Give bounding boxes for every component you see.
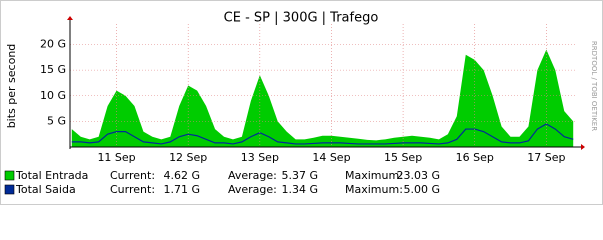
legend-label: Total Entrada [15,169,88,182]
stat-name: Maximum: [345,183,403,196]
y-tick-label: 20 G [40,38,66,51]
stat-value: 5.00 G [403,183,440,196]
stat-name: Average: [228,169,277,182]
x-tick-label: 17 Sep [527,151,565,164]
stat-value: 1.71 G [163,183,200,196]
y-axis-label: bits per second [5,44,18,129]
watermark: RRDTOOL / TOBI OETIKER [590,41,598,131]
y-tick-label: 10 G [40,89,66,102]
x-tick-label: 11 Sep [97,151,135,164]
x-tick-label: 12 Sep [169,151,207,164]
stat-name: Current: [110,169,155,182]
x-tick-label: 15 Sep [384,151,422,164]
stat-value: 4.62 G [163,169,200,182]
frame [0,0,603,205]
x-tick-label: 16 Sep [456,151,494,164]
line [71,123,574,145]
page: CE - SP | 300G | Trafego bits per second… [0,0,603,205]
stat-name: Average: [228,183,277,196]
axis-arrow [581,144,585,150]
stat-value: 23.03 G [396,169,440,182]
y-tick-label: 15 G [40,63,66,76]
legend-label: Total Saida [15,183,76,196]
axis-arrow [67,16,73,20]
chart-title: CE - SP | 300G | Trafego [224,11,379,26]
stat-value: 5.37 G [281,169,318,182]
legend-swatch [4,184,15,195]
stat-name: Current: [110,183,155,196]
x-tick-label: 13 Sep [241,151,279,164]
stat-value: 1.34 G [281,183,318,196]
legend-swatch [4,170,15,181]
stat-name: Maximum: [345,169,403,182]
area [71,49,574,147]
y-tick-label: 5 G [47,114,66,127]
chart: CE - SP | 300G | Trafego bits per second… [0,0,603,205]
x-tick-label: 14 Sep [312,151,350,164]
